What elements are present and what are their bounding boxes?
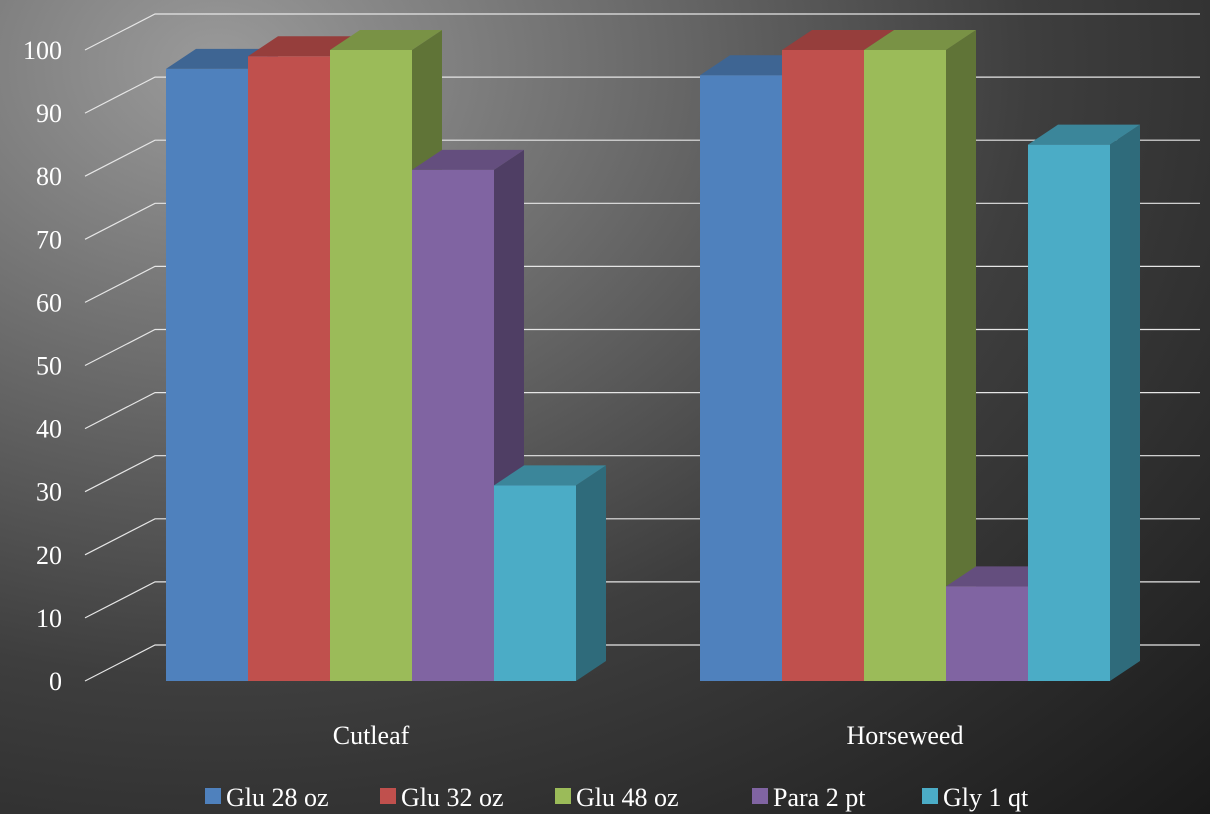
legend-item: Para 2 pt: [752, 783, 866, 812]
y-tick-label: 20: [36, 541, 62, 570]
legend-swatch: [380, 788, 396, 804]
y-tick-label: 0: [49, 667, 62, 696]
y-tick-label: 30: [36, 478, 62, 507]
bar-top: [864, 30, 976, 50]
legend-swatch: [752, 788, 768, 804]
y-axis-tick-labels: 0 10 20 30 40 50 60 70 80 90 100: [23, 36, 62, 696]
bar: [1028, 124, 1140, 681]
bar: [864, 30, 976, 681]
legend-label: Para 2 pt: [773, 783, 866, 812]
bar-top: [330, 30, 442, 50]
legend-swatch: [922, 788, 938, 804]
bar-top: [412, 149, 524, 170]
category-label: Cutleaf: [333, 721, 410, 750]
bar-front: [782, 50, 864, 681]
bar-front: [330, 50, 412, 681]
legend-label: Glu 28 oz: [226, 783, 329, 812]
y-tick-label: 90: [36, 99, 62, 128]
legend-swatch: [205, 788, 221, 804]
y-tick-label: 10: [36, 604, 62, 633]
category-label: Horseweed: [847, 721, 964, 750]
bar-front: [946, 586, 1028, 681]
y-tick-label: 50: [36, 352, 62, 381]
legend-item: Glu 32 oz: [380, 783, 504, 812]
bars: [166, 30, 1140, 682]
legend-label: Glu 32 oz: [401, 783, 504, 812]
bar-side: [946, 30, 976, 681]
bar-top: [494, 465, 606, 486]
bar-front: [700, 75, 782, 682]
legend-item: Glu 28 oz: [205, 783, 329, 812]
category-labels: Cutleaf Horseweed: [333, 721, 964, 750]
bar-top: [782, 30, 894, 50]
y-tick-label: 70: [36, 225, 62, 254]
bar-front: [248, 56, 330, 682]
legend-label: Gly 1 qt: [943, 783, 1029, 812]
bar-front: [494, 485, 576, 681]
bar-top: [1028, 124, 1140, 145]
legend-label: Glu 48 oz: [576, 783, 679, 812]
bar-side: [576, 465, 606, 681]
legend-item: Glu 48 oz: [555, 783, 679, 812]
legend: Glu 28 oz Glu 32 oz Glu 48 oz Para 2 pt Gly …: [205, 783, 1029, 812]
y-tick-label: 60: [36, 288, 62, 317]
bar-front: [412, 169, 494, 681]
bar-front: [1028, 144, 1110, 681]
gridline: [84, 13, 1200, 51]
y-tick-label: 40: [36, 415, 62, 444]
bar-side: [1110, 124, 1140, 681]
legend-swatch: [555, 788, 571, 804]
y-tick-label: 80: [36, 162, 62, 191]
bar-front: [864, 50, 946, 681]
bar-front: [166, 68, 248, 682]
legend-item: Gly 1 qt: [922, 783, 1029, 812]
bar: [494, 465, 606, 681]
y-tick-label: 100: [23, 36, 62, 65]
